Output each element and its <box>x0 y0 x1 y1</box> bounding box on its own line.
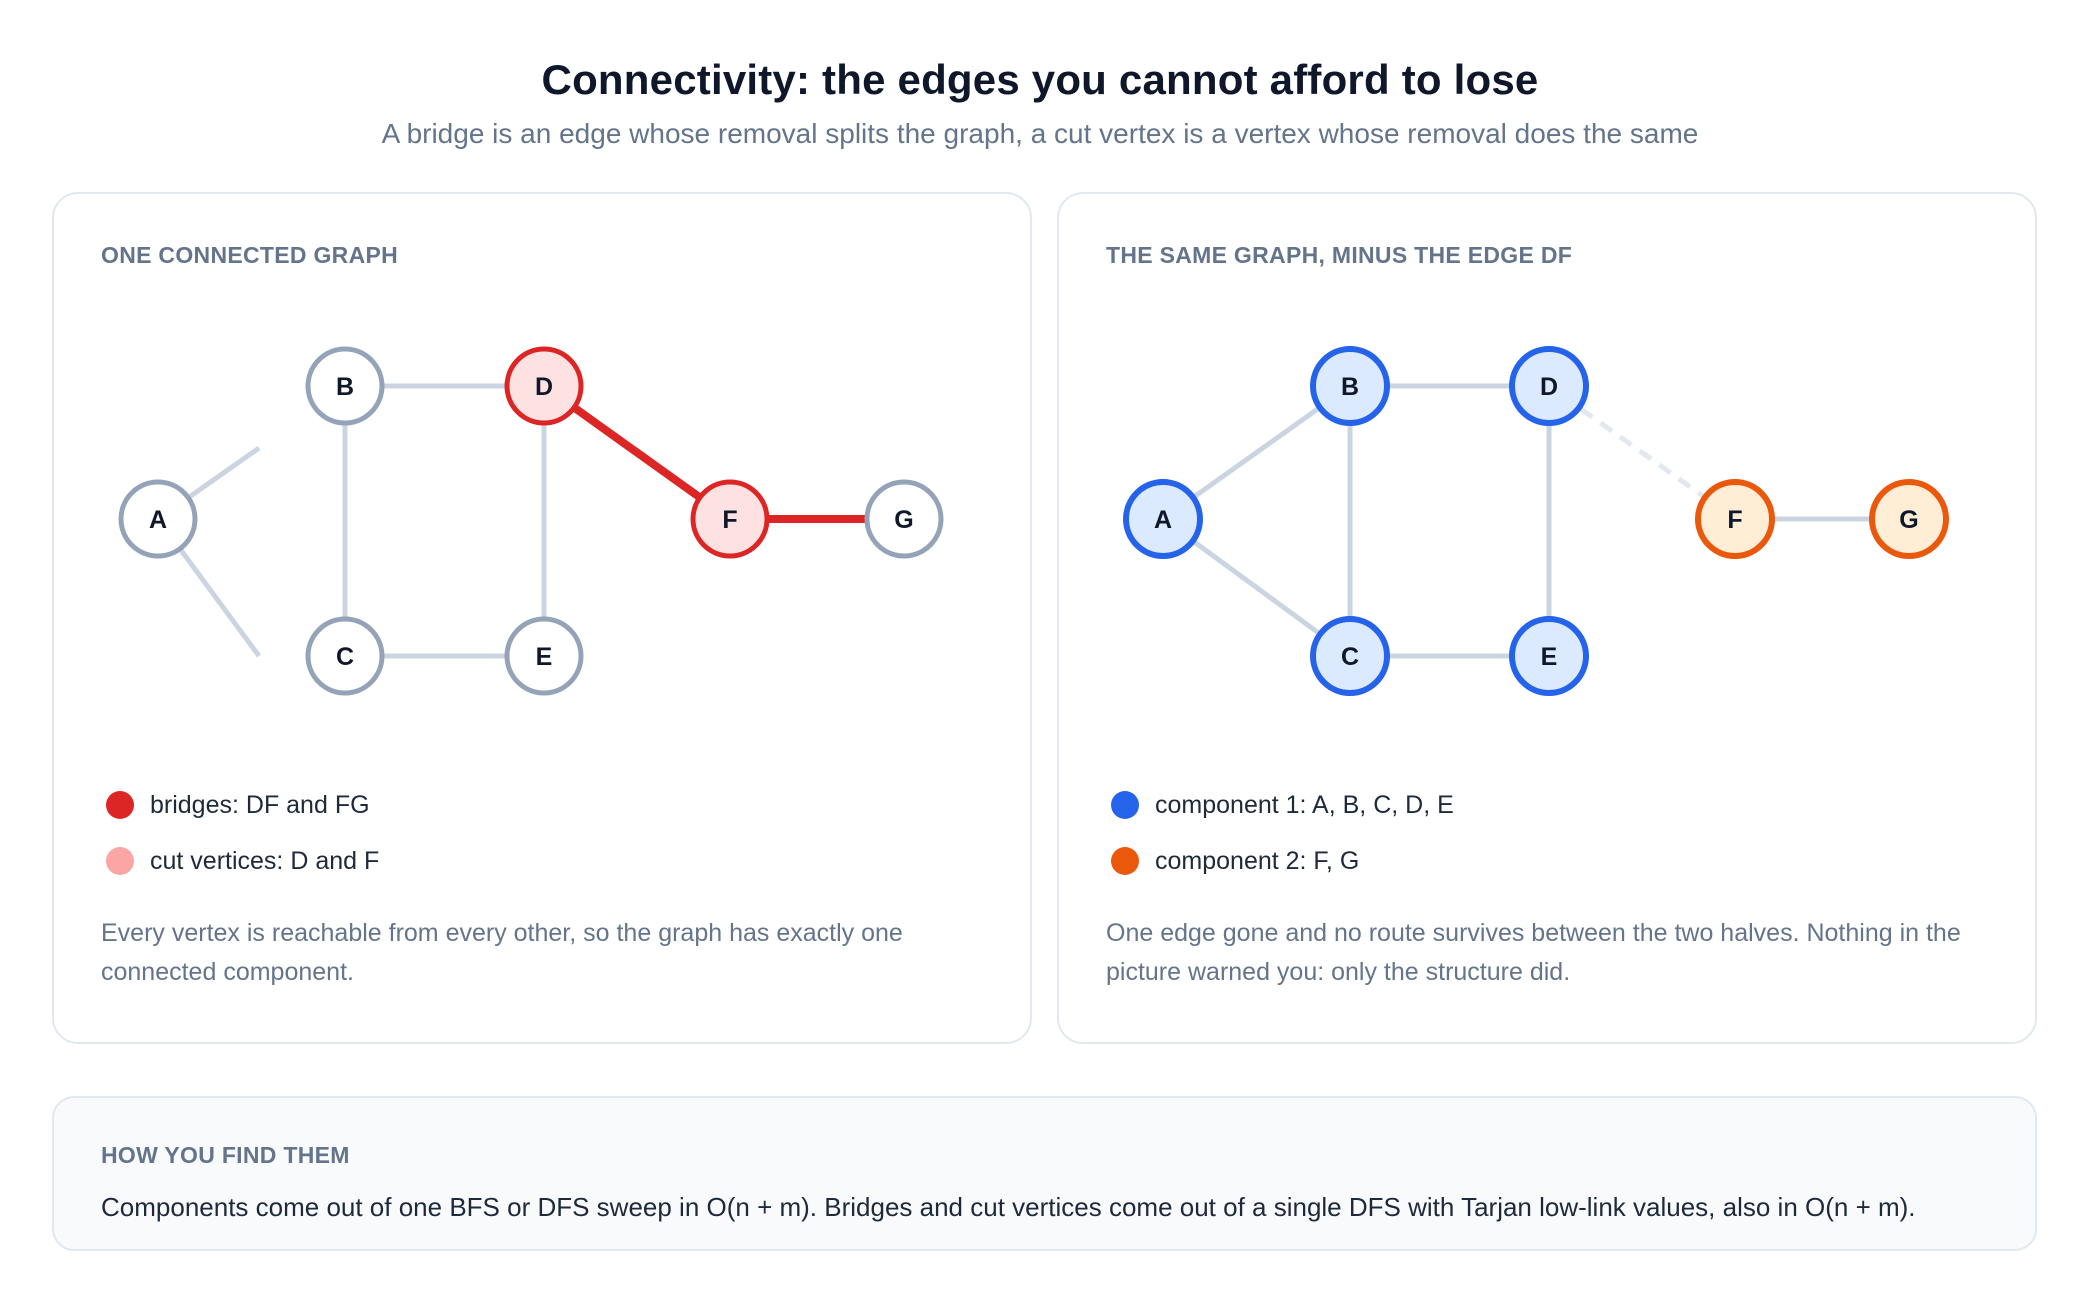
how-you-find-them-box: HOW YOU FIND THEM Components come out of… <box>52 1096 2037 1251</box>
panel-heading: THE SAME GRAPH, MINUS THE EDGE DF <box>1106 242 1573 268</box>
panel-heading: ONE CONNECTED GRAPH <box>101 242 399 268</box>
node-b-label: B <box>1341 373 1359 401</box>
node-a-label: A <box>149 506 167 534</box>
legend-dot <box>106 791 134 819</box>
removed-edge-d-f <box>1579 406 1705 499</box>
legend-dot <box>1111 791 1139 819</box>
legend-item-component-2: component 2: F, G <box>1111 846 1454 876</box>
node-b-label: B <box>336 373 354 401</box>
node-b: B <box>1310 346 1390 426</box>
node-d-cut-vertex: D <box>504 346 584 426</box>
node-e: E <box>1509 616 1589 696</box>
split-graph-panel: THE SAME GRAPH, MINUS THE EDGE DF A B C … <box>1057 192 2037 1044</box>
node-d: D <box>1509 346 1589 426</box>
legend-dot <box>106 847 134 875</box>
node-f: F <box>1695 479 1775 559</box>
node-a: A <box>1123 479 1203 559</box>
node-a-label: A <box>1154 506 1172 534</box>
node-g: G <box>1869 479 1949 559</box>
connected-graph-diagram: A B C D E F G <box>118 346 944 696</box>
node-e-label: E <box>536 643 553 671</box>
page-subtitle: A bridge is an edge whose removal splits… <box>381 118 1699 149</box>
split-graph-diagram: A B C D E F G <box>1123 346 1949 696</box>
panel-caption: One edge gone and no route survives betw… <box>1106 919 1961 986</box>
node-c-label: C <box>1341 643 1359 671</box>
legend-label: cut vertices: D and F <box>150 846 380 875</box>
node-d-label: D <box>1540 373 1558 401</box>
node-c: C <box>305 616 385 696</box>
node-c-label: C <box>336 643 354 671</box>
legend-item-bridges: bridges: DF and FG <box>106 790 379 820</box>
node-e-label: E <box>1541 643 1558 671</box>
legend-label: component 1: A, B, C, D, E <box>1155 790 1454 819</box>
node-g: G <box>864 479 944 559</box>
legend: bridges: DF and FG cut vertices: D and F <box>106 790 379 902</box>
footer-text: Components come out of one BFS or DFS sw… <box>101 1192 1916 1222</box>
node-d-label: D <box>535 373 553 401</box>
page-title: Connectivity: the edges you cannot affor… <box>541 56 1539 103</box>
legend-item-cut-vertices: cut vertices: D and F <box>106 846 379 876</box>
legend-dot <box>1111 847 1139 875</box>
node-f-label: F <box>722 506 737 534</box>
connected-graph-panel: ONE CONNECTED GRAPH A B C D E <box>52 192 1032 1044</box>
panel-caption: Every vertex is reachable from every oth… <box>101 919 903 986</box>
node-g-label: G <box>894 506 913 534</box>
legend-label: bridges: DF and FG <box>150 790 370 819</box>
node-g-label: G <box>1899 506 1918 534</box>
node-b: B <box>305 346 385 426</box>
legend: component 1: A, B, C, D, E component 2: … <box>1111 790 1454 902</box>
node-c: C <box>1310 616 1390 696</box>
legend-label: component 2: F, G <box>1155 846 1360 875</box>
node-f-label: F <box>1727 506 1742 534</box>
legend-item-component-1: component 1: A, B, C, D, E <box>1111 790 1454 820</box>
node-f-cut-vertex: F <box>690 479 770 559</box>
node-a: A <box>118 479 198 559</box>
node-e: E <box>504 616 584 696</box>
footer-heading: HOW YOU FIND THEM <box>101 1142 350 1168</box>
